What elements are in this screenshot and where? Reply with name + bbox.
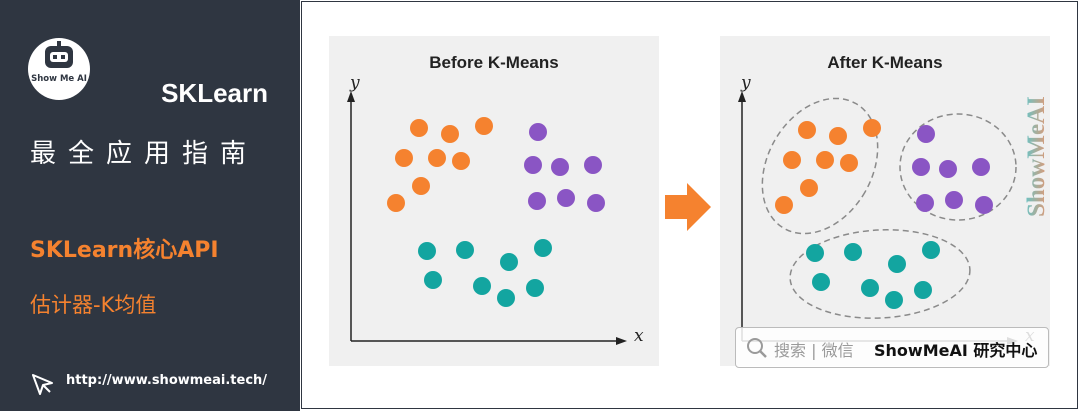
orange-point-5 — [816, 151, 834, 169]
orange-point-7 — [412, 177, 430, 195]
after-kmeans-panel: After K-Means y x — [720, 36, 1050, 366]
orange-point-3 — [475, 117, 493, 135]
purple-point-4 — [584, 156, 602, 174]
teal-point-2 — [456, 241, 474, 259]
after-title: After K-Means — [827, 53, 943, 72]
content-frame — [301, 1, 1078, 409]
y-axis-arrow — [347, 91, 355, 102]
purple-point-6 — [945, 191, 963, 209]
teal-point-7 — [885, 291, 903, 309]
teal-point-3 — [534, 239, 552, 257]
watermark-brand: ShowMeAI 研究中心 — [874, 341, 1038, 360]
y-axis-arrow — [738, 91, 746, 102]
orange-point-1 — [798, 121, 816, 139]
sidebar: Show Me AI SKLearn 最全应用指南 SKLearn核心API 估… — [0, 0, 300, 411]
purple-point-3 — [939, 160, 957, 178]
purple-point-1 — [917, 125, 935, 143]
teal-point-7 — [497, 289, 515, 307]
showmeai-vertical-watermark: ShowMeAI — [1023, 96, 1050, 217]
svg-text:ShowMeAI: ShowMeAI — [1023, 96, 1050, 217]
section-heading: SKLearn核心API — [30, 238, 219, 263]
wechat-watermark: 搜索 | 微信 ShowMeAI 研究中心 — [735, 327, 1049, 368]
orange-point-2 — [829, 127, 847, 145]
before-kmeans-panel: Before K-Means y x — [329, 36, 659, 366]
purple-point-2 — [524, 156, 542, 174]
orange-point-5 — [428, 149, 446, 167]
search-icon — [747, 338, 767, 358]
orange-point-6 — [840, 154, 858, 172]
sidebar-subtitle: 最全应用指南 — [30, 139, 259, 169]
teal-cluster-boundary — [789, 229, 971, 319]
orange-point-4 — [395, 149, 413, 167]
y-axis-label: y — [349, 73, 360, 93]
teal-point-4 — [424, 271, 442, 289]
watermark-search-text: 搜索 | 微信 — [774, 341, 854, 360]
purple-point-5 — [528, 192, 546, 210]
teal-point-8 — [914, 281, 932, 299]
teal-point-1 — [806, 244, 824, 262]
teal-point-1 — [418, 242, 436, 260]
logo-text: Show Me AI — [31, 74, 87, 84]
orange-point-2 — [441, 125, 459, 143]
sidebar-title: SKLearn — [161, 78, 268, 108]
orange-cluster-boundary — [761, 97, 879, 235]
y-axis-label: y — [740, 73, 751, 93]
purple-point-7 — [975, 196, 993, 214]
purple-point-2 — [912, 158, 930, 176]
x-axis-arrow — [616, 337, 627, 345]
orange-point-7 — [800, 179, 818, 197]
orange-point-6 — [452, 152, 470, 170]
teal-point-6 — [500, 253, 518, 271]
purple-point-5 — [916, 194, 934, 212]
teal-point-3 — [922, 241, 940, 259]
orange-point-8 — [775, 196, 793, 214]
x-axis-label: x — [634, 326, 644, 346]
orange-point-8 — [387, 194, 405, 212]
cursor-icon — [32, 374, 53, 395]
teal-point-2 — [844, 243, 862, 261]
showmeai-logo: Show Me AI — [28, 38, 90, 100]
orange-point-4 — [783, 151, 801, 169]
purple-point-1 — [529, 123, 547, 141]
orange-point-1 — [410, 119, 428, 137]
right-arrow-icon — [665, 183, 711, 231]
after-scatter-plot: y x — [738, 73, 1035, 346]
purple-point-3 — [551, 158, 569, 176]
teal-point-6 — [888, 255, 906, 273]
orange-point-3 — [863, 119, 881, 137]
before-scatter-plot: y x — [347, 73, 644, 346]
website-link[interactable]: http://www.showmeai.tech/ — [66, 373, 268, 388]
topic-heading: 估计器-K均值 — [30, 293, 157, 317]
teal-point-4 — [812, 273, 830, 291]
purple-cluster-boundary — [899, 113, 1017, 221]
purple-point-7 — [587, 194, 605, 212]
teal-point-5 — [861, 279, 879, 297]
teal-point-5 — [473, 277, 491, 295]
robot-logo-icon — [45, 41, 73, 68]
teal-point-8 — [526, 279, 544, 297]
purple-point-6 — [557, 189, 575, 207]
purple-point-4 — [972, 158, 990, 176]
before-title: Before K-Means — [429, 53, 559, 72]
